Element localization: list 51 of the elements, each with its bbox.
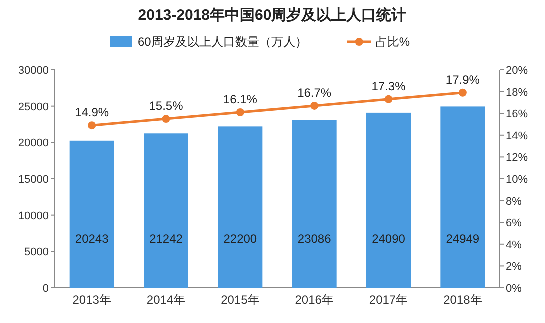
bar (440, 106, 486, 288)
legend-label: 60周岁及以上人口数量（万人） (138, 35, 308, 49)
y2-tick-label: 20% (506, 65, 528, 77)
y-tick-label: 15000 (18, 174, 49, 186)
x-tick-label: 2016年 (295, 293, 334, 307)
y-tick-label: 10000 (18, 210, 49, 222)
y2-tick-label: 4% (506, 239, 522, 252)
bar (70, 140, 114, 288)
y2-tick-label: 0% (506, 283, 522, 295)
x-tick-label: 2013年 (72, 293, 112, 307)
y2-tick-label: 10% (506, 174, 528, 186)
y2-tick-label: 6% (506, 218, 522, 230)
y2-tick-label: 12% (506, 152, 528, 164)
data-label: 23086 (298, 232, 332, 246)
data-label: 20243 (75, 232, 110, 246)
point (236, 108, 244, 117)
y2-tick-label: 2% (506, 261, 522, 274)
bar (144, 134, 188, 288)
y2-tick-label: 14% (506, 130, 528, 142)
point (458, 88, 467, 97)
data-label: 21242 (150, 232, 184, 246)
y-tick-label: 20000 (18, 138, 49, 150)
bar (366, 112, 411, 288)
point (384, 95, 393, 104)
x-tick-label: 2014年 (146, 293, 186, 307)
data-label: 14.9% (75, 106, 110, 120)
data-label: 17.3% (372, 79, 406, 94)
data-label: 16.1% (223, 92, 258, 107)
y2-tick-label: 16% (506, 108, 528, 121)
y-tick-label: 30000 (18, 65, 49, 77)
legend-label: 占比% (375, 35, 410, 49)
chart-title: 2013-2018年中国60周岁及以上人口统计 (138, 7, 407, 24)
y-tick-label: 0 (42, 283, 49, 295)
bar (292, 120, 337, 288)
x-tick-label: 2017年 (369, 293, 408, 307)
point (162, 115, 170, 124)
y-tick-label: 5000 (24, 246, 49, 259)
y2-tick-label: 8% (506, 196, 522, 208)
data-label: 24949 (446, 232, 480, 246)
point (310, 102, 319, 110)
y2-tick-label: 18% (506, 86, 528, 99)
data-label: 24090 (372, 232, 406, 246)
bar (218, 126, 263, 288)
data-label: 16.7% (298, 86, 332, 100)
data-label: 15.5% (149, 99, 184, 114)
data-label: 17.9% (446, 72, 480, 87)
x-tick-label: 2015年 (221, 293, 260, 307)
point (88, 122, 96, 130)
data-label: 22200 (224, 232, 258, 246)
x-tick-label: 2018年 (444, 293, 482, 307)
y-tick-label: 25000 (18, 101, 49, 114)
